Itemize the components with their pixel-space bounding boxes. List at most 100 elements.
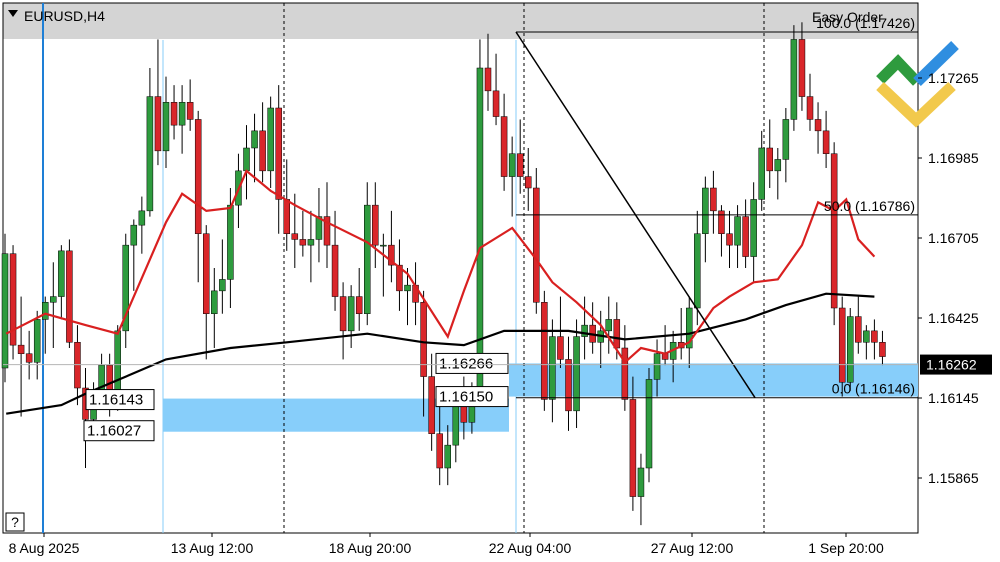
candle[interactable] [790, 25, 798, 131]
candle[interactable] [66, 239, 73, 348]
candle[interactable] [702, 176, 709, 263]
candle[interactable] [50, 262, 57, 348]
candle[interactable] [838, 296, 846, 397]
candle[interactable] [299, 210, 307, 257]
candle[interactable] [203, 225, 210, 360]
candle[interactable] [830, 142, 838, 326]
candle[interactable] [694, 210, 701, 326]
candle[interactable] [194, 110, 202, 283]
candle[interactable] [557, 296, 564, 368]
candle[interactable] [444, 425, 451, 486]
candle[interactable] [259, 102, 266, 183]
candle[interactable] [412, 262, 419, 326]
candle[interactable] [146, 68, 154, 217]
candle[interactable] [25, 330, 33, 380]
candle[interactable] [283, 159, 290, 251]
candle[interactable] [17, 296, 25, 417]
candle[interactable] [307, 210, 315, 283]
candle[interactable] [492, 53, 500, 126]
candle[interactable] [251, 113, 258, 183]
candle[interactable] [774, 148, 782, 200]
candle[interactable] [814, 102, 822, 154]
candle[interactable] [573, 319, 580, 428]
candle[interactable] [243, 125, 250, 200]
candle[interactable] [734, 205, 741, 268]
candle[interactable] [42, 296, 49, 354]
candle[interactable] [347, 285, 355, 348]
candle[interactable] [863, 325, 870, 360]
candle[interactable] [758, 130, 765, 211]
candle[interactable] [766, 119, 773, 188]
candle[interactable] [629, 376, 637, 511]
symbol-label[interactable]: EURUSD,H4 [24, 8, 105, 24]
candle[interactable] [798, 22, 806, 111]
candle[interactable] [315, 188, 323, 263]
candle[interactable] [855, 296, 862, 354]
candle[interactable] [782, 108, 790, 183]
candle[interactable] [847, 308, 854, 391]
candle[interactable] [1, 233, 9, 383]
candle[interactable] [565, 336, 572, 431]
candle[interactable] [871, 319, 878, 360]
help-button[interactable]: ? [5, 512, 25, 532]
candle[interactable] [211, 268, 218, 348]
candle[interactable] [500, 93, 508, 191]
candle[interactable] [686, 296, 693, 368]
candle[interactable] [82, 368, 89, 468]
candle[interactable] [525, 148, 532, 211]
candle[interactable] [508, 136, 516, 217]
candle[interactable] [372, 182, 379, 268]
candles-layer[interactable] [1, 22, 886, 526]
candle[interactable] [267, 96, 274, 188]
candle[interactable] [436, 405, 443, 486]
candle[interactable] [275, 85, 282, 234]
candle[interactable] [549, 319, 556, 423]
candle[interactable] [355, 268, 363, 331]
candle[interactable] [742, 199, 749, 268]
candle[interactable] [428, 353, 435, 451]
candle[interactable] [380, 233, 387, 297]
candle[interactable] [726, 210, 733, 268]
candle[interactable] [710, 170, 717, 234]
candle[interactable] [130, 219, 138, 291]
candle[interactable] [74, 325, 81, 406]
fibonacci-layer[interactable]: 100.0 (1.17426) 50.0 (1.16786) 0.0 (1.1614… [515, 15, 918, 399]
candle[interactable] [186, 79, 194, 131]
candle[interactable] [879, 330, 886, 366]
candle[interactable] [404, 268, 411, 326]
candle[interactable] [589, 302, 596, 354]
candle[interactable] [806, 73, 814, 131]
candle[interactable] [170, 85, 178, 140]
candle[interactable] [331, 210, 339, 311]
candle[interactable] [33, 310, 41, 380]
candle[interactable] [58, 245, 65, 320]
dropdown-triangle-icon[interactable] [8, 10, 18, 17]
candle[interactable] [396, 239, 403, 311]
candle[interactable] [364, 182, 371, 326]
easy-order-label[interactable]: Easy Order [812, 9, 883, 25]
candle[interactable] [645, 368, 653, 483]
candle[interactable] [661, 325, 669, 366]
candle[interactable] [154, 39, 162, 166]
candle[interactable] [323, 182, 331, 268]
candle[interactable] [597, 310, 604, 368]
candle[interactable] [9, 245, 17, 360]
candle[interactable] [637, 453, 645, 526]
candle[interactable] [750, 182, 757, 283]
candle[interactable] [122, 233, 129, 348]
candle[interactable] [822, 110, 830, 168]
candle[interactable] [533, 168, 540, 314]
fib-trendline[interactable] [515, 31, 756, 399]
easy-order-logo-icon[interactable] [876, 41, 959, 128]
candle[interactable] [484, 33, 492, 111]
candle[interactable] [476, 39, 484, 406]
candle[interactable] [581, 296, 588, 360]
candle[interactable] [605, 296, 612, 354]
candle[interactable] [516, 119, 524, 194]
candle[interactable] [138, 196, 146, 254]
candle[interactable] [178, 85, 186, 154]
candle[interactable] [388, 210, 395, 283]
candle[interactable] [420, 290, 427, 417]
candle[interactable] [541, 290, 548, 411]
